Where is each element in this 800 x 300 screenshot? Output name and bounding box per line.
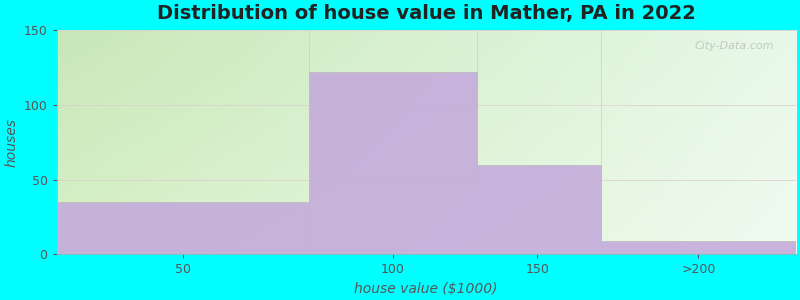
Title: Distribution of house value in Mather, PA in 2022: Distribution of house value in Mather, P… [157, 4, 696, 23]
Bar [309, 72, 477, 254]
Bar [57, 202, 309, 254]
X-axis label: house value ($1000): house value ($1000) [354, 282, 498, 296]
Text: City-Data.com: City-Data.com [694, 41, 774, 52]
Bar [477, 165, 601, 254]
Y-axis label: houses: houses [4, 118, 18, 167]
Bar [601, 241, 796, 254]
